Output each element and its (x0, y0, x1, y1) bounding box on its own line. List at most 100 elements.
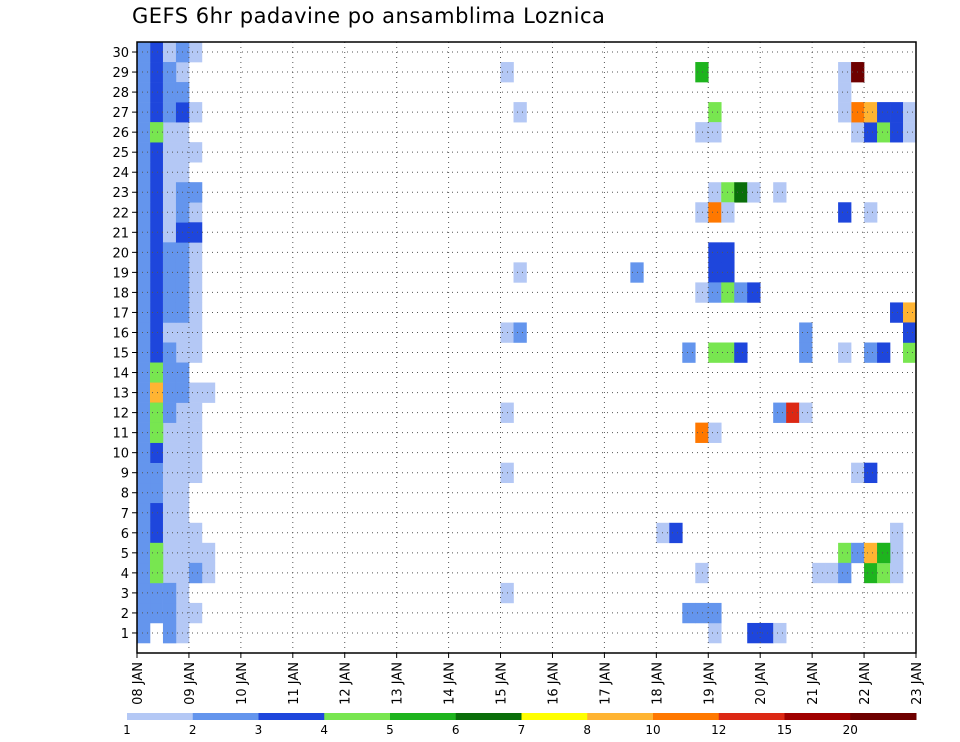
colorbar-label: 12 (711, 723, 726, 737)
heat-cell (903, 122, 917, 143)
heat-cell (695, 202, 709, 223)
heat-cell (149, 322, 164, 343)
heat-cell (188, 602, 203, 624)
colorbar-swatch (784, 713, 851, 720)
heat-cell (162, 442, 177, 463)
y-tick-label: 30 (112, 46, 129, 61)
x-tick-label: 09 JAN (183, 662, 198, 705)
x-tick-label: 11 JAN (287, 662, 302, 705)
colorbar-swatch (192, 713, 259, 720)
heat-cell (838, 562, 852, 584)
colorbar-swatch (850, 713, 917, 720)
heat-cell (137, 182, 151, 203)
heat-cell (137, 542, 151, 564)
heat-cell (149, 462, 164, 484)
heat-cell (903, 342, 917, 363)
heat-cell (137, 242, 151, 263)
colorbar-label: 1 (123, 723, 131, 737)
heat-cell (162, 402, 177, 423)
heat-cell (188, 422, 203, 443)
heat-cell (734, 342, 748, 363)
heat-cell (864, 342, 878, 363)
colorbar-swatch (390, 713, 457, 720)
heat-cell (890, 542, 904, 564)
heat-cell (773, 182, 787, 203)
heat-cell (188, 102, 203, 123)
heat-cell (890, 122, 904, 143)
y-tick-label: 16 (112, 326, 129, 341)
colorbar-swatch (521, 713, 588, 720)
chart-title: GEFS 6hr padavine po ansamblima Loznica (132, 4, 606, 28)
heat-cell (773, 622, 787, 644)
heat-cell (149, 262, 164, 283)
heat-cell (695, 562, 709, 584)
heat-cell (162, 82, 177, 103)
heat-cell (201, 542, 216, 564)
y-tick-label: 11 (112, 427, 129, 442)
y-tick-label: 2 (121, 607, 129, 622)
heat-cell (747, 182, 761, 203)
heat-cell (162, 382, 177, 403)
heat-cell (188, 142, 203, 163)
heat-cell (708, 622, 722, 644)
heat-cell (137, 122, 151, 143)
heat-cell (799, 402, 813, 423)
x-tick-label: 23 JAN (910, 662, 925, 705)
heat-cell (734, 182, 748, 203)
y-tick-label: 28 (112, 86, 129, 101)
heat-cell (188, 282, 203, 303)
heat-cell (877, 342, 891, 363)
colorbar-label: 15 (777, 723, 792, 737)
y-tick-label: 23 (112, 186, 129, 201)
y-tick-label: 27 (112, 106, 129, 121)
heat-cell (162, 322, 177, 343)
heat-cell (137, 222, 151, 243)
heat-cell (708, 102, 722, 123)
x-tick-label: 13 JAN (391, 662, 406, 705)
heat-cell (695, 62, 709, 83)
heat-cell (162, 302, 177, 323)
heat-cell (137, 522, 151, 544)
heat-cell (137, 402, 151, 423)
heat-cell (695, 282, 709, 303)
heat-cell (864, 462, 878, 484)
x-tick-label: 15 JAN (495, 662, 510, 705)
heat-cell (162, 42, 177, 63)
heat-cell (137, 62, 151, 83)
colorbar-swatch (324, 713, 391, 720)
colorbar-label: 3 (255, 723, 263, 737)
heat-cell (149, 62, 164, 83)
heat-cell (877, 122, 891, 143)
heat-cell (149, 402, 164, 423)
heat-cell (799, 322, 813, 343)
heat-cell (137, 162, 151, 183)
colorbar-swatch (127, 713, 194, 720)
heat-cell (812, 562, 826, 584)
heat-cell (137, 442, 151, 463)
heat-cell (877, 102, 891, 123)
heat-cell (162, 242, 177, 263)
heat-cell (513, 322, 527, 343)
y-tick-label: 9 (121, 467, 129, 482)
heat-cell (188, 242, 203, 263)
colorbar-swatch (258, 713, 325, 720)
heat-cell (149, 302, 164, 323)
heat-cell (734, 282, 748, 303)
heat-cell (149, 482, 164, 504)
heat-cell (903, 302, 917, 323)
x-axis: 08 JAN 09 JAN 10 JAN 11 JAN 12 JAN 13 JAN 14 J… (131, 653, 925, 705)
heat-cell (137, 142, 151, 163)
y-tick-label: 7 (121, 507, 129, 522)
heat-cell (838, 542, 852, 564)
x-tick-label: 14 JAN (443, 662, 458, 705)
heat-cell (137, 622, 151, 644)
heat-cell (137, 282, 151, 303)
heat-cell (708, 182, 722, 203)
y-tick-label: 29 (112, 66, 129, 81)
heat-cell (162, 222, 177, 243)
colorbar-swatch (653, 713, 720, 720)
heat-cell (162, 262, 177, 283)
colorbar-label: 10 (645, 723, 660, 737)
heat-cell (162, 422, 177, 443)
